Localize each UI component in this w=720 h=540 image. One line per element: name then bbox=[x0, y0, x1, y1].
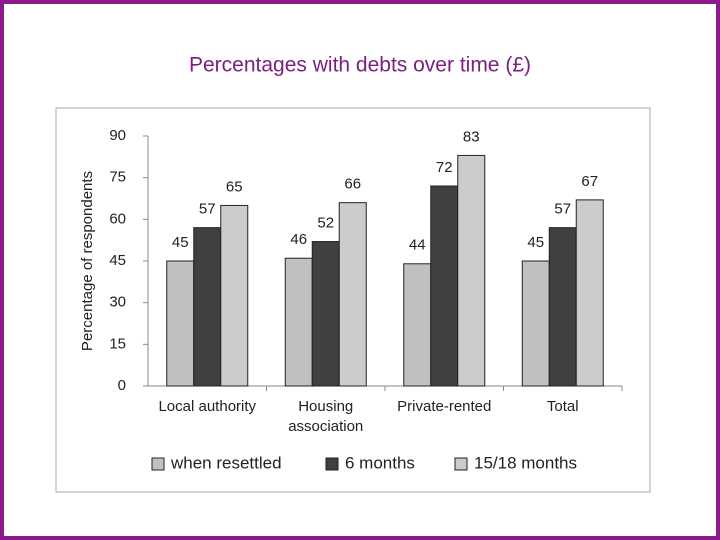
value-label: 67 bbox=[581, 173, 598, 190]
value-label: 66 bbox=[344, 176, 361, 193]
bar bbox=[220, 204, 249, 387]
y-tick-label: 75 bbox=[109, 169, 126, 186]
y-tick-label: 30 bbox=[109, 294, 126, 311]
legend-label: when resettled bbox=[170, 453, 282, 472]
x-tick-label: Private-rented bbox=[397, 398, 492, 415]
legend-label: 6 months bbox=[345, 453, 415, 472]
y-tick-label: 0 bbox=[118, 377, 126, 394]
legend-swatch bbox=[454, 457, 468, 471]
y-tick-label: 45 bbox=[109, 252, 126, 269]
bar bbox=[311, 241, 340, 387]
value-label: 57 bbox=[199, 201, 216, 218]
value-label: 45 bbox=[527, 234, 544, 251]
chart-title: Percentages with debts over time (£) bbox=[189, 54, 531, 77]
bar bbox=[166, 260, 195, 387]
x-tick-label: Total bbox=[546, 398, 579, 415]
bar bbox=[338, 202, 367, 387]
value-label: 44 bbox=[409, 237, 426, 254]
value-label: 83 bbox=[463, 128, 480, 145]
legend-label: 15/18 months bbox=[474, 453, 577, 472]
x-tick-label: Local authority bbox=[158, 398, 257, 415]
value-label: 45 bbox=[172, 234, 189, 251]
bar bbox=[284, 257, 313, 387]
bar bbox=[548, 227, 577, 387]
value-label: 46 bbox=[290, 231, 307, 248]
legend-swatch bbox=[151, 457, 165, 471]
bar bbox=[430, 185, 459, 387]
bar bbox=[457, 154, 486, 387]
bar bbox=[575, 199, 604, 387]
y-tick-label: 15 bbox=[109, 335, 126, 352]
bar bbox=[521, 260, 550, 387]
y-tick-label: 60 bbox=[109, 210, 126, 227]
value-label: 65 bbox=[226, 178, 243, 195]
value-label: 57 bbox=[554, 201, 571, 218]
legend-swatch bbox=[325, 457, 339, 471]
y-axis-label: Percentage of respondents bbox=[79, 171, 96, 351]
value-label: 72 bbox=[436, 159, 453, 176]
bar bbox=[193, 227, 222, 387]
bar bbox=[403, 263, 432, 387]
y-tick-label: 90 bbox=[109, 127, 126, 144]
x-tick-label: Housing association bbox=[288, 398, 364, 435]
value-label: 52 bbox=[317, 215, 334, 232]
